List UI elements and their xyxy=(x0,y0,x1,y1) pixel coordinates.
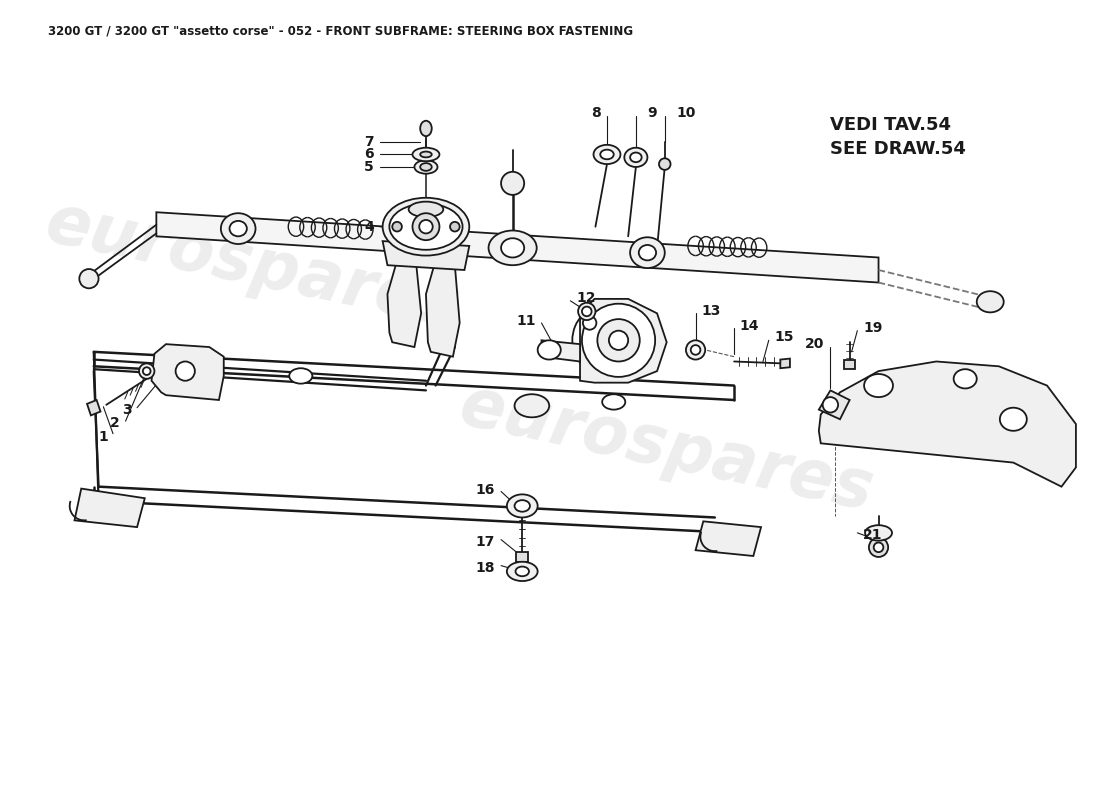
Ellipse shape xyxy=(389,203,463,250)
Text: VEDI TAV.54
SEE DRAW.54: VEDI TAV.54 SEE DRAW.54 xyxy=(830,116,966,158)
Text: 3: 3 xyxy=(122,402,131,417)
Polygon shape xyxy=(152,344,223,400)
Ellipse shape xyxy=(415,160,438,174)
Text: 11: 11 xyxy=(516,314,536,328)
Polygon shape xyxy=(695,522,761,556)
Ellipse shape xyxy=(221,213,255,244)
Ellipse shape xyxy=(139,363,154,379)
Polygon shape xyxy=(383,241,470,270)
Ellipse shape xyxy=(977,291,1003,312)
Ellipse shape xyxy=(183,354,217,378)
Ellipse shape xyxy=(502,172,525,195)
Ellipse shape xyxy=(450,222,460,231)
Polygon shape xyxy=(818,362,1076,486)
Ellipse shape xyxy=(869,538,888,557)
Ellipse shape xyxy=(865,525,892,541)
Ellipse shape xyxy=(507,562,538,581)
Polygon shape xyxy=(387,260,421,347)
Text: 6: 6 xyxy=(364,147,374,162)
Ellipse shape xyxy=(582,304,656,377)
Polygon shape xyxy=(426,260,460,357)
Text: 16: 16 xyxy=(476,482,495,497)
Polygon shape xyxy=(780,358,790,368)
Text: 3200 GT / 3200 GT "assetto corse" - 052 - FRONT SUBFRAME: STEERING BOX FASTENING: 3200 GT / 3200 GT "assetto corse" - 052 … xyxy=(48,25,634,38)
Ellipse shape xyxy=(420,151,431,158)
Text: 4: 4 xyxy=(364,220,374,234)
Ellipse shape xyxy=(625,148,648,167)
Ellipse shape xyxy=(507,494,538,518)
Text: 8: 8 xyxy=(592,106,602,120)
Ellipse shape xyxy=(516,566,529,576)
Ellipse shape xyxy=(583,316,596,330)
Ellipse shape xyxy=(143,367,151,375)
Ellipse shape xyxy=(659,158,671,170)
Text: 1: 1 xyxy=(98,430,108,443)
Ellipse shape xyxy=(502,238,525,258)
Text: 10: 10 xyxy=(676,106,695,120)
Ellipse shape xyxy=(488,230,537,265)
Polygon shape xyxy=(408,212,443,241)
Ellipse shape xyxy=(79,269,99,288)
Polygon shape xyxy=(517,552,528,562)
Text: 20: 20 xyxy=(805,337,825,351)
Ellipse shape xyxy=(601,150,614,159)
Text: 17: 17 xyxy=(476,534,495,549)
Text: 21: 21 xyxy=(864,528,882,542)
Polygon shape xyxy=(156,212,879,282)
Ellipse shape xyxy=(582,306,592,316)
Ellipse shape xyxy=(515,394,549,418)
Text: 5: 5 xyxy=(364,160,374,174)
Ellipse shape xyxy=(1000,408,1026,431)
Ellipse shape xyxy=(412,148,439,161)
Ellipse shape xyxy=(230,221,246,236)
Polygon shape xyxy=(818,390,849,419)
Text: 9: 9 xyxy=(648,106,657,120)
Ellipse shape xyxy=(420,163,431,171)
Text: eurospares: eurospares xyxy=(453,372,880,524)
Ellipse shape xyxy=(176,362,195,381)
Ellipse shape xyxy=(630,238,664,268)
Text: 2: 2 xyxy=(110,416,120,430)
Text: 7: 7 xyxy=(364,135,374,149)
Ellipse shape xyxy=(515,500,530,512)
Polygon shape xyxy=(87,400,100,415)
Ellipse shape xyxy=(609,330,628,350)
Text: 12: 12 xyxy=(576,291,596,305)
Ellipse shape xyxy=(579,302,595,320)
Ellipse shape xyxy=(412,213,439,240)
Ellipse shape xyxy=(602,394,625,410)
Ellipse shape xyxy=(597,319,640,362)
Text: 14: 14 xyxy=(740,319,759,333)
Polygon shape xyxy=(75,489,145,527)
Text: 13: 13 xyxy=(702,305,721,318)
Ellipse shape xyxy=(691,345,701,354)
Ellipse shape xyxy=(630,153,641,162)
Ellipse shape xyxy=(865,374,893,397)
Ellipse shape xyxy=(289,368,312,384)
Text: 15: 15 xyxy=(774,330,794,345)
Polygon shape xyxy=(541,340,580,362)
Polygon shape xyxy=(844,359,856,369)
Ellipse shape xyxy=(383,198,470,255)
Text: 18: 18 xyxy=(476,561,495,574)
Ellipse shape xyxy=(538,340,561,359)
Ellipse shape xyxy=(420,121,431,136)
Ellipse shape xyxy=(686,340,705,359)
Ellipse shape xyxy=(873,542,883,552)
Ellipse shape xyxy=(393,222,402,231)
Ellipse shape xyxy=(823,397,838,413)
Text: 19: 19 xyxy=(864,321,882,334)
Text: eurospares: eurospares xyxy=(40,189,465,342)
Ellipse shape xyxy=(408,202,443,217)
Ellipse shape xyxy=(419,220,432,234)
Ellipse shape xyxy=(639,245,656,260)
Ellipse shape xyxy=(954,369,977,389)
Ellipse shape xyxy=(594,145,620,164)
Polygon shape xyxy=(580,299,667,382)
